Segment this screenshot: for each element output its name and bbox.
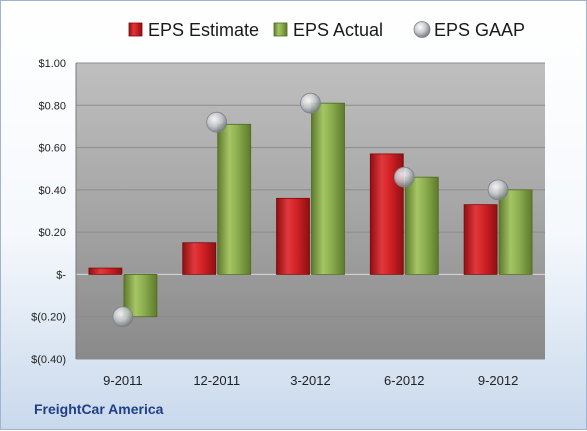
legend-swatch-eps-estimate [128,22,143,37]
y-tick-label: $0.60 [38,143,66,155]
eps-estimate-bar [276,197,310,275]
eps-estimate-bar [182,242,217,275]
y-tick-label: $0.20 [38,227,66,239]
eps-gaap-point [393,166,415,188]
eps-gaap-point [206,111,228,133]
legend-swatch-eps-gaap [413,21,431,38]
legend-label-eps-actual: EPS Actual [293,20,383,40]
eps-actual-bar [217,123,252,275]
legend: EPS Estimate EPS Actual EPS GAAP [128,20,525,40]
x-tick-label: 3-2012 [290,373,330,388]
eps-gaap-point [112,306,134,328]
legend-label-eps-estimate: EPS Estimate [148,20,259,40]
gaap-markers [112,92,509,328]
eps-gaap-point [487,179,509,201]
y-tick-label: $0.40 [38,185,66,197]
y-tick-label: $(0.20) [31,312,66,324]
company-name: FreightCar America [34,401,164,417]
eps-estimate-bar [88,267,123,275]
x-tick-label: 6-2012 [384,373,424,388]
eps-estimate-bar [463,204,498,275]
eps-gaap-point [300,92,321,114]
x-tick-label: 9-2011 [103,373,143,388]
bars [88,102,533,318]
y-tick-label: $- [56,269,66,281]
legend-swatch-eps-actual [273,22,288,37]
y-axis: $1.00 $0.80 $0.60 $0.40 $0.20 $- $(0.20) $(0.40… [31,58,77,366]
y-tick-label: $0.80 [38,100,66,112]
legend-label-eps-gaap: EPS GAAP [434,20,525,40]
x-tick-label: 9-2012 [478,373,518,388]
x-tick-label: 12-2011 [193,373,240,388]
x-axis: 9-2011 12-2011 3-2012 6-2012 9-2012 [103,373,518,388]
y-tick-label: $1.00 [38,58,66,70]
eps-actual-bar [404,176,439,275]
eps-actual-bar [311,102,345,275]
y-tick-label: $(0.40) [31,354,66,366]
eps-actual-bar [498,189,533,275]
